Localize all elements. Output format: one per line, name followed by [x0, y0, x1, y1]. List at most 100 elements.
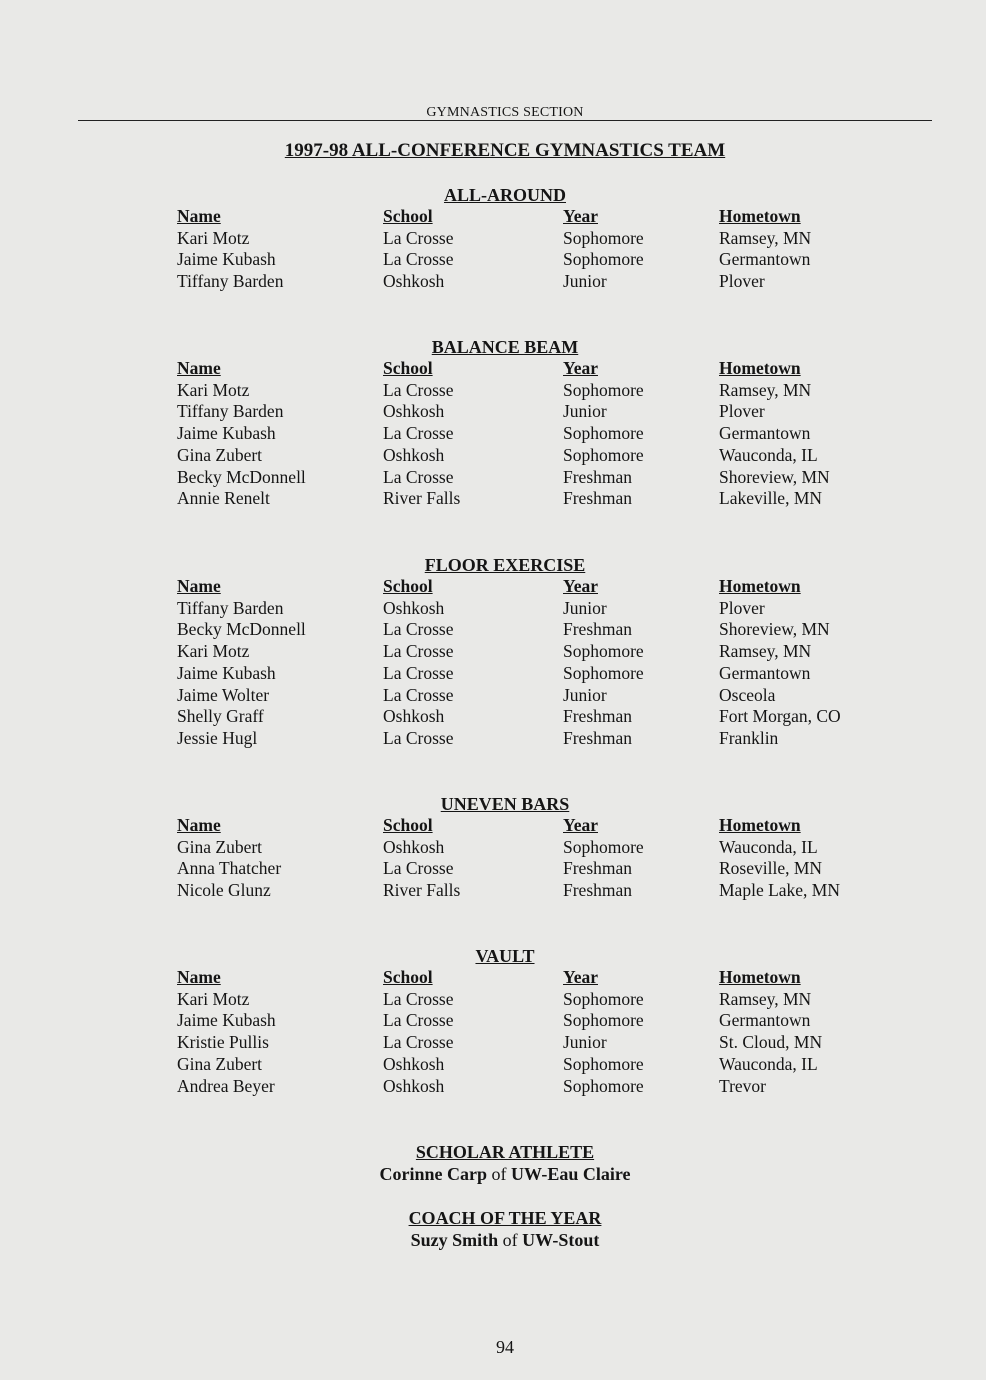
recipient-school: UW-Stout [522, 1230, 600, 1250]
cell-name: Kristie Pullis [177, 1032, 269, 1053]
cell-name: Becky McDonnell [177, 466, 306, 487]
cell-hometown: Plover [719, 271, 765, 292]
cell-school: La Crosse [383, 227, 454, 248]
column-header-hometown: Hometown [719, 576, 801, 596]
cell-name: Shelly Graff [177, 706, 264, 727]
column-header-year: Year [563, 206, 598, 226]
cell-hometown: Wauconda, IL [719, 836, 818, 857]
recipient-name: Corinne Carp [379, 1164, 488, 1184]
column-header-year: Year [563, 815, 598, 835]
cell-name: Jaime Kubash [177, 1010, 276, 1031]
column-header-school: School [383, 967, 433, 987]
cell-school: Oshkosh [383, 1075, 445, 1096]
cell-name: Jaime Wolter [177, 684, 270, 705]
award-recipient: Suzy Smith of UW-Stout [0, 1229, 986, 1251]
column-header-name: Name [177, 358, 221, 378]
cell-name: Nicole Glunz [177, 880, 271, 901]
cell-year: Sophomore [563, 641, 644, 662]
cell-hometown: Fort Morgan, CO [719, 706, 841, 727]
cell-year: Freshman [563, 488, 633, 509]
column-header-school: School [383, 206, 433, 226]
page-title: 1997-98 ALL-CONFERENCE GYMNASTICS TEAM [284, 140, 726, 161]
column-header-name: Name [177, 576, 221, 596]
cell-hometown: Plover [719, 597, 765, 618]
cell-year: Sophomore [563, 836, 644, 857]
cell-school: Oshkosh [383, 271, 445, 292]
section-title: UNEVEN BARS [440, 794, 570, 814]
column-header-year: Year [563, 576, 598, 596]
cell-hometown: St. Cloud, MN [719, 1032, 823, 1053]
section-title: FLOOR EXERCISE [424, 555, 586, 575]
cell-name: Andrea Beyer [177, 1075, 275, 1096]
column-header-hometown: Hometown [719, 206, 801, 226]
cell-school: La Crosse [383, 641, 454, 662]
column-header-name: Name [177, 967, 221, 987]
cell-year: Sophomore [563, 379, 644, 400]
column-header-year: Year [563, 967, 598, 987]
cell-name: Kari Motz [177, 641, 250, 662]
cell-name: Gina Zubert [177, 444, 263, 465]
cell-year: Junior [563, 401, 607, 422]
cell-hometown: Germantown [719, 249, 811, 270]
cell-year: Sophomore [563, 1053, 644, 1074]
column-header-year: Year [563, 358, 598, 378]
cell-hometown: Ramsey, MN [719, 227, 812, 248]
cell-year: Sophomore [563, 988, 644, 1009]
cell-name: Kari Motz [177, 988, 250, 1009]
cell-school: La Crosse [383, 423, 454, 444]
recipient-school: UW-Eau Claire [511, 1164, 631, 1184]
cell-hometown: Wauconda, IL [719, 444, 818, 465]
cell-school: La Crosse [383, 727, 454, 748]
cell-school: Oshkosh [383, 836, 445, 857]
column-header-hometown: Hometown [719, 967, 801, 987]
cell-name: Jaime Kubash [177, 662, 276, 683]
cell-school: La Crosse [383, 249, 454, 270]
cell-year: Junior [563, 684, 607, 705]
cell-hometown: Wauconda, IL [719, 1053, 818, 1074]
running-header: GYMNASTICS SECTION [426, 105, 584, 120]
cell-name: Kari Motz [177, 227, 250, 248]
cell-hometown: Roseville, MN [719, 858, 823, 879]
cell-year: Junior [563, 1032, 607, 1053]
cell-name: Becky McDonnell [177, 619, 306, 640]
cell-name: Tiffany Barden [177, 401, 284, 422]
award-title: COACH OF THE YEAR [408, 1208, 602, 1228]
cell-year: Freshman [563, 880, 633, 901]
cell-year: Sophomore [563, 423, 644, 444]
cell-school: La Crosse [383, 619, 454, 640]
cell-name: Annie Renelt [177, 488, 270, 509]
cell-year: Freshman [563, 619, 633, 640]
cell-name: Jessie Hugl [177, 727, 258, 748]
cell-hometown: Ramsey, MN [719, 379, 812, 400]
cell-hometown: Ramsey, MN [719, 988, 812, 1009]
column-header-name: Name [177, 206, 221, 226]
cell-year: Sophomore [563, 444, 644, 465]
page-number: 94 [496, 1337, 514, 1357]
cell-hometown: Shoreview, MN [719, 466, 830, 487]
cell-school: La Crosse [383, 684, 454, 705]
column-header-school: School [383, 815, 433, 835]
recipient-of: of [491, 1164, 507, 1184]
cell-year: Sophomore [563, 1010, 644, 1031]
cell-year: Junior [563, 597, 607, 618]
cell-hometown: Germantown [719, 662, 811, 683]
cell-year: Sophomore [563, 1075, 644, 1096]
cell-school: La Crosse [383, 662, 454, 683]
cell-year: Sophomore [563, 227, 644, 248]
cell-school: River Falls [383, 488, 461, 509]
cell-name: Tiffany Barden [177, 597, 284, 618]
cell-hometown: Lakeville, MN [719, 488, 823, 509]
header-rule [78, 120, 932, 121]
cell-school: La Crosse [383, 1032, 454, 1053]
award-title: SCHOLAR ATHLETE [415, 1142, 595, 1162]
cell-school: La Crosse [383, 379, 454, 400]
cell-school: Oshkosh [383, 597, 445, 618]
cell-school: Oshkosh [383, 1053, 445, 1074]
cell-hometown: Shoreview, MN [719, 619, 830, 640]
section-title: VAULT [475, 946, 535, 966]
section-title: BALANCE BEAM [431, 337, 579, 357]
cell-school: Oshkosh [383, 401, 445, 422]
cell-year: Junior [563, 271, 607, 292]
cell-school: La Crosse [383, 466, 454, 487]
recipient-of: of [502, 1230, 518, 1250]
